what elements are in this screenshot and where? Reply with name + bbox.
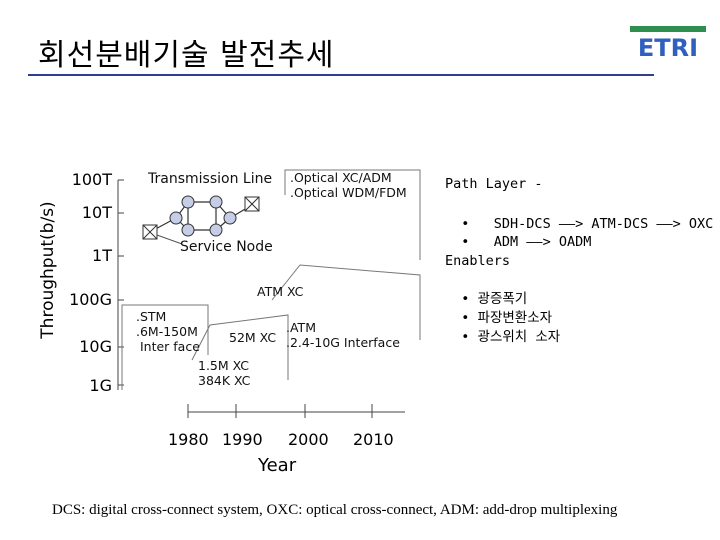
logo-text: ETRI (638, 34, 698, 62)
network-node (209, 195, 223, 209)
y-tick-label: 1G (89, 376, 112, 395)
y-tick-label: 10T (81, 203, 112, 222)
network-node (169, 211, 183, 225)
path-layer-item: • SDH-DCS ——> ATM-DCS ——> OXC (461, 216, 714, 232)
network-node (181, 195, 195, 209)
enabler-item: • 파장변환소자 (461, 310, 553, 326)
y-tick-label: 100G (69, 290, 112, 309)
15m-xc-note: 1.5M XC 384K XC (198, 358, 251, 388)
network-node (223, 211, 237, 225)
y-tick-label: 10G (79, 337, 112, 356)
network-node (181, 223, 195, 237)
title-underline (28, 74, 654, 76)
enablers-heading: Enablers (445, 253, 511, 269)
y-tick-label: 1T (92, 246, 112, 265)
service-node-label: Service Node (180, 239, 273, 255)
y-tick-label: 100T (71, 170, 112, 189)
page-title: 회선분배기술 발전추세 (38, 38, 335, 73)
x-tick-label: 2010 (353, 430, 394, 449)
optical-note: .Optical XC/ADM .Optical WDM/FDM (290, 170, 407, 200)
atm-note: .ATM .2.4-10G Interface (286, 320, 400, 350)
network-node (209, 223, 223, 237)
atm-xc-note: ATM XC (257, 284, 304, 299)
footer-note: DCS: digital cross-connect system, OXC: … (52, 502, 618, 518)
enabler-item: • 광스위치 소자 (461, 329, 561, 345)
x-axis-label: Year (258, 455, 297, 476)
x-tick-label: 1980 (168, 430, 209, 449)
x-tick-label: 2000 (288, 430, 329, 449)
x-tick-label: 1990 (222, 430, 263, 449)
etri-logo: ETRI (630, 26, 706, 62)
path-layer-item: • ADM ——> OADM (461, 234, 592, 250)
transmission-line-label: Transmission Line (148, 171, 273, 187)
52m-xc-note: 52M XC (229, 330, 277, 345)
enabler-item: • 광증폭기 (461, 291, 528, 307)
stm-note: .STM .6M-150M Inter face (136, 309, 200, 354)
path-layer-heading: Path Layer - (445, 176, 543, 192)
